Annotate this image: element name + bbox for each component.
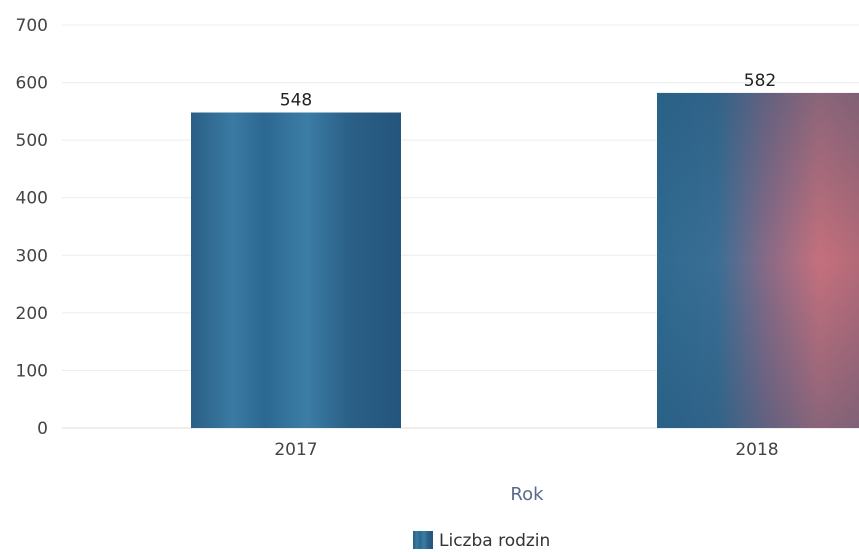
x-tick-label-2018: 2018 [735, 440, 778, 460]
y-tick-label-500: 500 [16, 131, 48, 151]
y-tick-label-200: 200 [16, 304, 48, 324]
y-tick-label-700: 700 [16, 16, 48, 36]
y-tick-label-400: 400 [16, 189, 48, 209]
legend[interactable]: Liczba rodzin [413, 531, 550, 551]
y-tick-label-600: 600 [16, 74, 48, 94]
bar-shade-2018 [657, 92, 859, 428]
x-axis-tick-labels: 2017 2018 [274, 440, 778, 460]
data-label-2018: 582 [744, 71, 776, 91]
y-axis-tick-labels: 0 100 200 300 400 500 600 700 [16, 16, 48, 439]
legend-swatch-liczba-rodzin [413, 531, 433, 549]
y-tick-label-300: 300 [16, 246, 48, 266]
x-axis-title: Rok [510, 484, 544, 505]
y-tick-label-100: 100 [16, 361, 48, 381]
data-label-2017: 548 [280, 91, 312, 111]
y-tick-label-0: 0 [37, 419, 48, 439]
x-tick-label-2017: 2017 [274, 440, 317, 460]
legend-label-liczba-rodzin: Liczba rodzin [439, 531, 550, 551]
bar-2017[interactable] [191, 112, 401, 428]
data-labels: 548 582 [280, 71, 776, 111]
bars [191, 92, 859, 428]
